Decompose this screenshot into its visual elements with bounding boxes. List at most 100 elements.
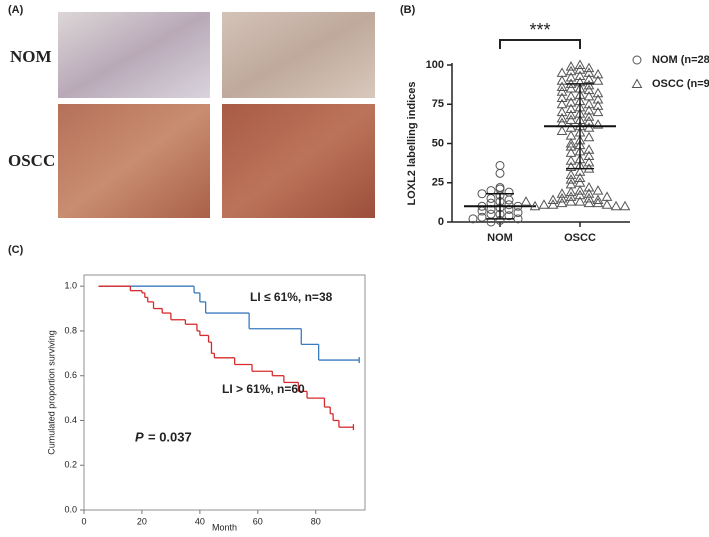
series-label: LI > 61%, n=60 [222, 382, 305, 396]
point [583, 188, 595, 198]
p-value: = 0.037 [148, 429, 192, 444]
point [583, 84, 595, 95]
point [565, 155, 577, 165]
x-tick-label: OSCC [564, 232, 596, 244]
point [583, 73, 595, 84]
plot-frame [83, 274, 366, 511]
point [504, 195, 514, 205]
micrograph [58, 104, 210, 218]
point [583, 116, 595, 126]
point [565, 109, 577, 120]
significance: *** [529, 20, 550, 40]
point [547, 194, 559, 205]
error-bar [566, 83, 594, 170]
point [513, 208, 523, 218]
point [592, 68, 604, 79]
x-tick-label: 0 [81, 516, 86, 526]
point [583, 98, 595, 109]
point [565, 97, 577, 107]
y-tick-label: 50 [432, 137, 444, 149]
point [583, 197, 595, 208]
panel-label: (A) [8, 4, 24, 16]
point [619, 200, 631, 211]
point [601, 191, 613, 201]
point [495, 160, 505, 170]
point [556, 192, 568, 203]
point [574, 59, 586, 69]
point [556, 106, 568, 117]
error-bar [486, 192, 514, 220]
point [556, 86, 568, 96]
point [574, 196, 586, 206]
point [556, 197, 568, 208]
row-label: NOM [10, 47, 52, 66]
point [583, 181, 595, 192]
point [592, 87, 604, 98]
point [592, 185, 604, 195]
point [565, 61, 577, 71]
point [583, 79, 595, 90]
point [477, 189, 487, 199]
point [565, 196, 577, 206]
panel-label: (B) [400, 4, 416, 16]
point [583, 156, 595, 167]
point [547, 199, 559, 209]
point [556, 125, 568, 135]
y-tick-label: 75 [432, 98, 444, 110]
y-tick-label: 0 [438, 216, 444, 228]
point [565, 137, 577, 148]
point [565, 191, 577, 201]
y-axis-label: Cumulated proportion surviving [46, 330, 56, 455]
point [583, 131, 595, 142]
row-label: OSCC [8, 151, 55, 170]
point [592, 194, 604, 205]
legend-label: NOM (n=28) [652, 54, 709, 66]
point [495, 168, 505, 178]
point [583, 144, 595, 154]
point [583, 90, 595, 101]
x-tick-label: 60 [253, 516, 263, 526]
point [583, 62, 595, 73]
point [504, 187, 514, 197]
point [565, 141, 577, 151]
point [556, 92, 568, 102]
x-tick-label: 40 [195, 516, 205, 526]
point [583, 150, 595, 161]
point [565, 186, 577, 197]
point [574, 70, 586, 80]
point [529, 200, 541, 211]
point [556, 188, 568, 198]
y-axis-label: LOXL2 labelling indices [406, 81, 418, 205]
point [504, 211, 514, 221]
point [486, 217, 496, 227]
point [583, 105, 595, 115]
x-tick-label: 80 [311, 516, 321, 526]
point [556, 75, 568, 85]
panel-label: (C) [8, 244, 24, 256]
point [592, 106, 604, 117]
point [583, 67, 595, 77]
point [574, 166, 586, 176]
y-tick-label: 1.0 [64, 281, 77, 291]
point [610, 200, 622, 211]
point [592, 75, 604, 85]
micrograph [58, 12, 210, 98]
point [574, 185, 586, 195]
point [538, 199, 550, 209]
micrograph [222, 12, 375, 98]
legend-label: OSCC (n=98) [652, 78, 709, 90]
point [565, 72, 577, 82]
point [565, 174, 577, 184]
p-symbol: P [135, 429, 144, 444]
point [556, 81, 568, 91]
x-axis-label: Month [212, 522, 237, 532]
point [583, 192, 595, 203]
point [574, 189, 586, 200]
point [592, 119, 604, 129]
point [565, 130, 577, 140]
point [565, 147, 577, 157]
legend-marker [632, 55, 642, 65]
point [565, 65, 577, 76]
